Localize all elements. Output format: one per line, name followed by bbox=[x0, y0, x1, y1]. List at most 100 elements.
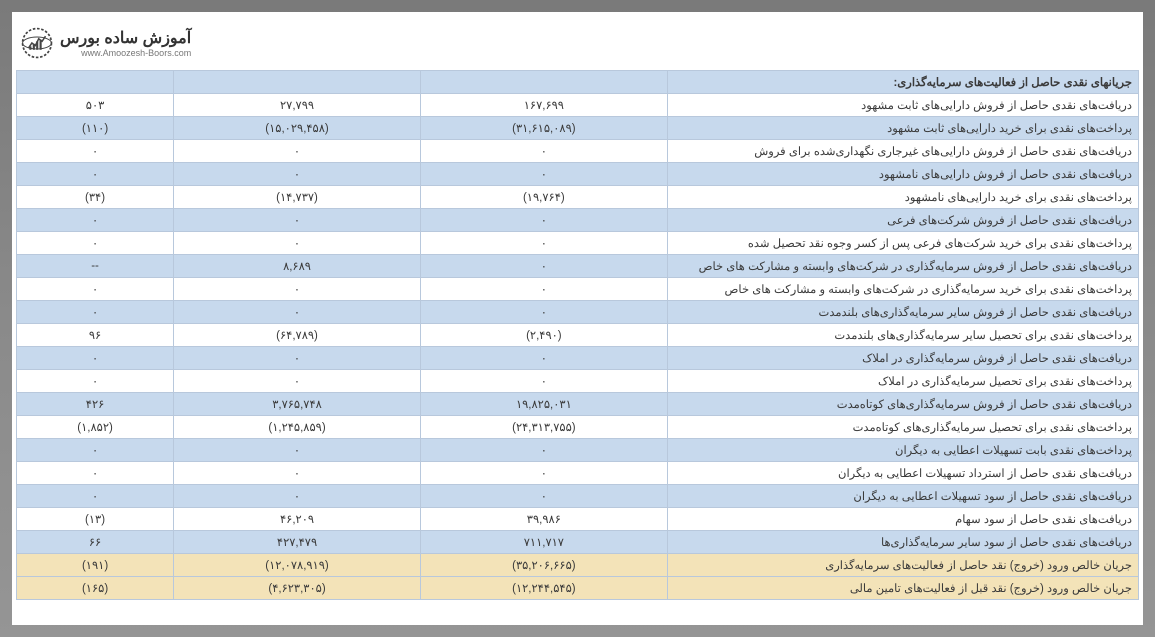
row-label: دریافت‌های نقدی حاصل از فروش شرکت‌های فر… bbox=[667, 209, 1138, 232]
value-cell: (۳۵,۲۰۶,۶۶۵) bbox=[420, 554, 667, 577]
table-row: پرداخت‌های نقدی برای خرید دارایی‌های نام… bbox=[17, 186, 1139, 209]
value-cell: ۰ bbox=[174, 370, 421, 393]
table-row: پرداخت‌های نقدی برای تحصیل سایر سرمایه‌گ… bbox=[17, 324, 1139, 347]
value-cell bbox=[420, 71, 667, 94]
value-cell: ۷۱۱,۷۱۷ bbox=[420, 531, 667, 554]
value-cell: ۴۲۶ bbox=[17, 393, 174, 416]
row-label: دریافت‌های نقدی حاصل از فروش سرمایه‌گذار… bbox=[667, 393, 1138, 416]
value-cell: (۱,۸۵۲) bbox=[17, 416, 174, 439]
value-cell: ۰ bbox=[420, 301, 667, 324]
table-row: جریان خالص ورود (خروج) نقد قبل از فعالیت… bbox=[17, 577, 1139, 600]
table-row: پرداخت‌های نقدی برای خرید شرکت‌های فرعی … bbox=[17, 232, 1139, 255]
logo: آموزش ساده بورس www.Amoozesh-Boors.com bbox=[16, 26, 1139, 70]
value-cell bbox=[17, 71, 174, 94]
logo-title: آموزش ساده بورس bbox=[60, 28, 191, 48]
table-row: دریافت‌های نقدی حاصل از فروش دارایی‌های … bbox=[17, 140, 1139, 163]
row-label: پرداخت‌های نقدی برای خرید دارایی‌های ثاب… bbox=[667, 117, 1138, 140]
value-cell: ۰ bbox=[17, 140, 174, 163]
table-row: دریافت‌های نقدی حاصل از فروش دارایی‌های … bbox=[17, 94, 1139, 117]
value-cell bbox=[174, 71, 421, 94]
table-row: دریافت‌های نقدی حاصل از فروش سرمایه‌گذار… bbox=[17, 255, 1139, 278]
value-cell: ۰ bbox=[420, 462, 667, 485]
table-row: جریان خالص ورود (خروج) نقد حاصل از فعالی… bbox=[17, 554, 1139, 577]
value-cell: (۱۴,۷۳۷) bbox=[174, 186, 421, 209]
row-label: پرداخت‌های نقدی بابت تسهیلات اعطایی به د… bbox=[667, 439, 1138, 462]
value-cell: ۰ bbox=[17, 439, 174, 462]
value-cell: (۳۴) bbox=[17, 186, 174, 209]
value-cell: (۱۲,۰۷۸,۹۱۹) bbox=[174, 554, 421, 577]
value-cell: ۸,۶۸۹ bbox=[174, 255, 421, 278]
value-cell: ۵۰۳ bbox=[17, 94, 174, 117]
value-cell: (۱۵,۰۲۹,۴۵۸) bbox=[174, 117, 421, 140]
value-cell: ۰ bbox=[420, 163, 667, 186]
value-cell: ۳,۷۶۵,۷۴۸ bbox=[174, 393, 421, 416]
value-cell: ۴۲۷,۴۷۹ bbox=[174, 531, 421, 554]
logo-subtitle: www.Amoozesh-Boors.com bbox=[60, 48, 191, 58]
value-cell: ۰ bbox=[17, 370, 174, 393]
row-label: پرداخت‌های نقدی برای تحصیل سرمایه‌گذاری‌… bbox=[667, 416, 1138, 439]
row-label: دریافت‌های نقدی حاصل از فروش دارایی‌های … bbox=[667, 94, 1138, 117]
table-row: دریافت‌های نقدی حاصل از سود سایر سرمایه‌… bbox=[17, 531, 1139, 554]
table-row: دریافت‌های نقدی حاصل از فروش شرکت‌های فر… bbox=[17, 209, 1139, 232]
row-label: دریافت‌های نقدی حاصل از فروش سایر سرمایه… bbox=[667, 301, 1138, 324]
value-cell: (۱۹۱) bbox=[17, 554, 174, 577]
value-cell: ۰ bbox=[420, 370, 667, 393]
table-row: دریافت‌های نقدی حاصل از سود تسهیلات اعطا… bbox=[17, 485, 1139, 508]
value-cell: ۶۶ bbox=[17, 531, 174, 554]
value-cell: ۰ bbox=[420, 232, 667, 255]
value-cell: (۱۲,۲۴۴,۵۴۵) bbox=[420, 577, 667, 600]
value-cell: ۰ bbox=[174, 140, 421, 163]
value-cell: (۱۱۰) bbox=[17, 117, 174, 140]
value-cell: (۲,۴۹۰) bbox=[420, 324, 667, 347]
cashflow-table: جریانهای نقدی حاصل از فعالیت‌های سرمایه‌… bbox=[16, 70, 1139, 600]
row-label: دریافت‌های نقدی حاصل از سود سایر سرمایه‌… bbox=[667, 531, 1138, 554]
value-cell: ۰ bbox=[420, 439, 667, 462]
value-cell: ۰ bbox=[174, 278, 421, 301]
value-cell: ۳۹,۹۸۶ bbox=[420, 508, 667, 531]
value-cell: ۰ bbox=[17, 278, 174, 301]
value-cell: (۲۴,۳۱۳,۷۵۵) bbox=[420, 416, 667, 439]
row-label: جریانهای نقدی حاصل از فعالیت‌های سرمایه‌… bbox=[667, 71, 1138, 94]
value-cell: ۰ bbox=[174, 232, 421, 255]
value-cell: ۱۹,۸۲۵,۰۳۱ bbox=[420, 393, 667, 416]
value-cell: (۳۱,۶۱۵,۰۸۹) bbox=[420, 117, 667, 140]
row-label: دریافت‌های نقدی حاصل از فروش دارایی‌های … bbox=[667, 140, 1138, 163]
page-container: آموزش ساده بورس www.Amoozesh-Boors.com ج… bbox=[12, 12, 1143, 625]
value-cell: ۰ bbox=[17, 232, 174, 255]
value-cell: ۰ bbox=[420, 255, 667, 278]
row-label: جریان خالص ورود (خروج) نقد قبل از فعالیت… bbox=[667, 577, 1138, 600]
table-row: دریافت‌های نقدی حاصل از فروش دارایی‌های … bbox=[17, 163, 1139, 186]
value-cell: (۱,۲۴۵,۸۵۹) bbox=[174, 416, 421, 439]
row-label: پرداخت‌های نقدی برای خرید دارایی‌های نام… bbox=[667, 186, 1138, 209]
table-row: دریافت‌های نقدی حاصل از فروش سایر سرمایه… bbox=[17, 301, 1139, 324]
value-cell: ۰ bbox=[17, 209, 174, 232]
value-cell: ۰ bbox=[420, 485, 667, 508]
table-row: دریافت‌های نقدی حاصل از فروش سرمایه‌گذار… bbox=[17, 393, 1139, 416]
value-cell: ۰ bbox=[174, 301, 421, 324]
value-cell: ۰ bbox=[420, 347, 667, 370]
value-cell: ۰ bbox=[420, 278, 667, 301]
value-cell: ۰ bbox=[17, 347, 174, 370]
value-cell: (۶۴,۷۸۹) bbox=[174, 324, 421, 347]
value-cell: ۰ bbox=[174, 347, 421, 370]
row-label: دریافت‌های نقدی حاصل از فروش سرمایه‌گذار… bbox=[667, 347, 1138, 370]
value-cell: ۰ bbox=[174, 209, 421, 232]
value-cell: (۱۶۵) bbox=[17, 577, 174, 600]
row-label: دریافت‌های نقدی حاصل از فروش دارایی‌های … bbox=[667, 163, 1138, 186]
value-cell: ۰ bbox=[174, 439, 421, 462]
value-cell: ۰ bbox=[174, 485, 421, 508]
table-row: پرداخت‌های نقدی برای خرید دارایی‌های ثاب… bbox=[17, 117, 1139, 140]
row-label: جریان خالص ورود (خروج) نقد حاصل از فعالی… bbox=[667, 554, 1138, 577]
row-label: دریافت‌های نقدی حاصل از سود تسهیلات اعطا… bbox=[667, 485, 1138, 508]
row-label: پرداخت‌های نقدی برای تحصیل سایر سرمایه‌گ… bbox=[667, 324, 1138, 347]
table-row: پرداخت‌های نقدی بابت تسهیلات اعطایی به د… bbox=[17, 439, 1139, 462]
value-cell: (۱۹,۷۶۴) bbox=[420, 186, 667, 209]
table-row: دریافت‌های نقدی حاصل از استرداد تسهیلات … bbox=[17, 462, 1139, 485]
row-label: دریافت‌های نقدی حاصل از استرداد تسهیلات … bbox=[667, 462, 1138, 485]
table-row: دریافت‌های نقدی حاصل از سود سهام۳۹,۹۸۶۴۶… bbox=[17, 508, 1139, 531]
value-cell: ۲۷,۷۹۹ bbox=[174, 94, 421, 117]
table-row: پرداخت‌های نقدی برای تحصیل سرمایه‌گذاری‌… bbox=[17, 416, 1139, 439]
value-cell: -- bbox=[17, 255, 174, 278]
value-cell: (۴,۶۲۳,۳۰۵) bbox=[174, 577, 421, 600]
value-cell: ۴۶,۲۰۹ bbox=[174, 508, 421, 531]
